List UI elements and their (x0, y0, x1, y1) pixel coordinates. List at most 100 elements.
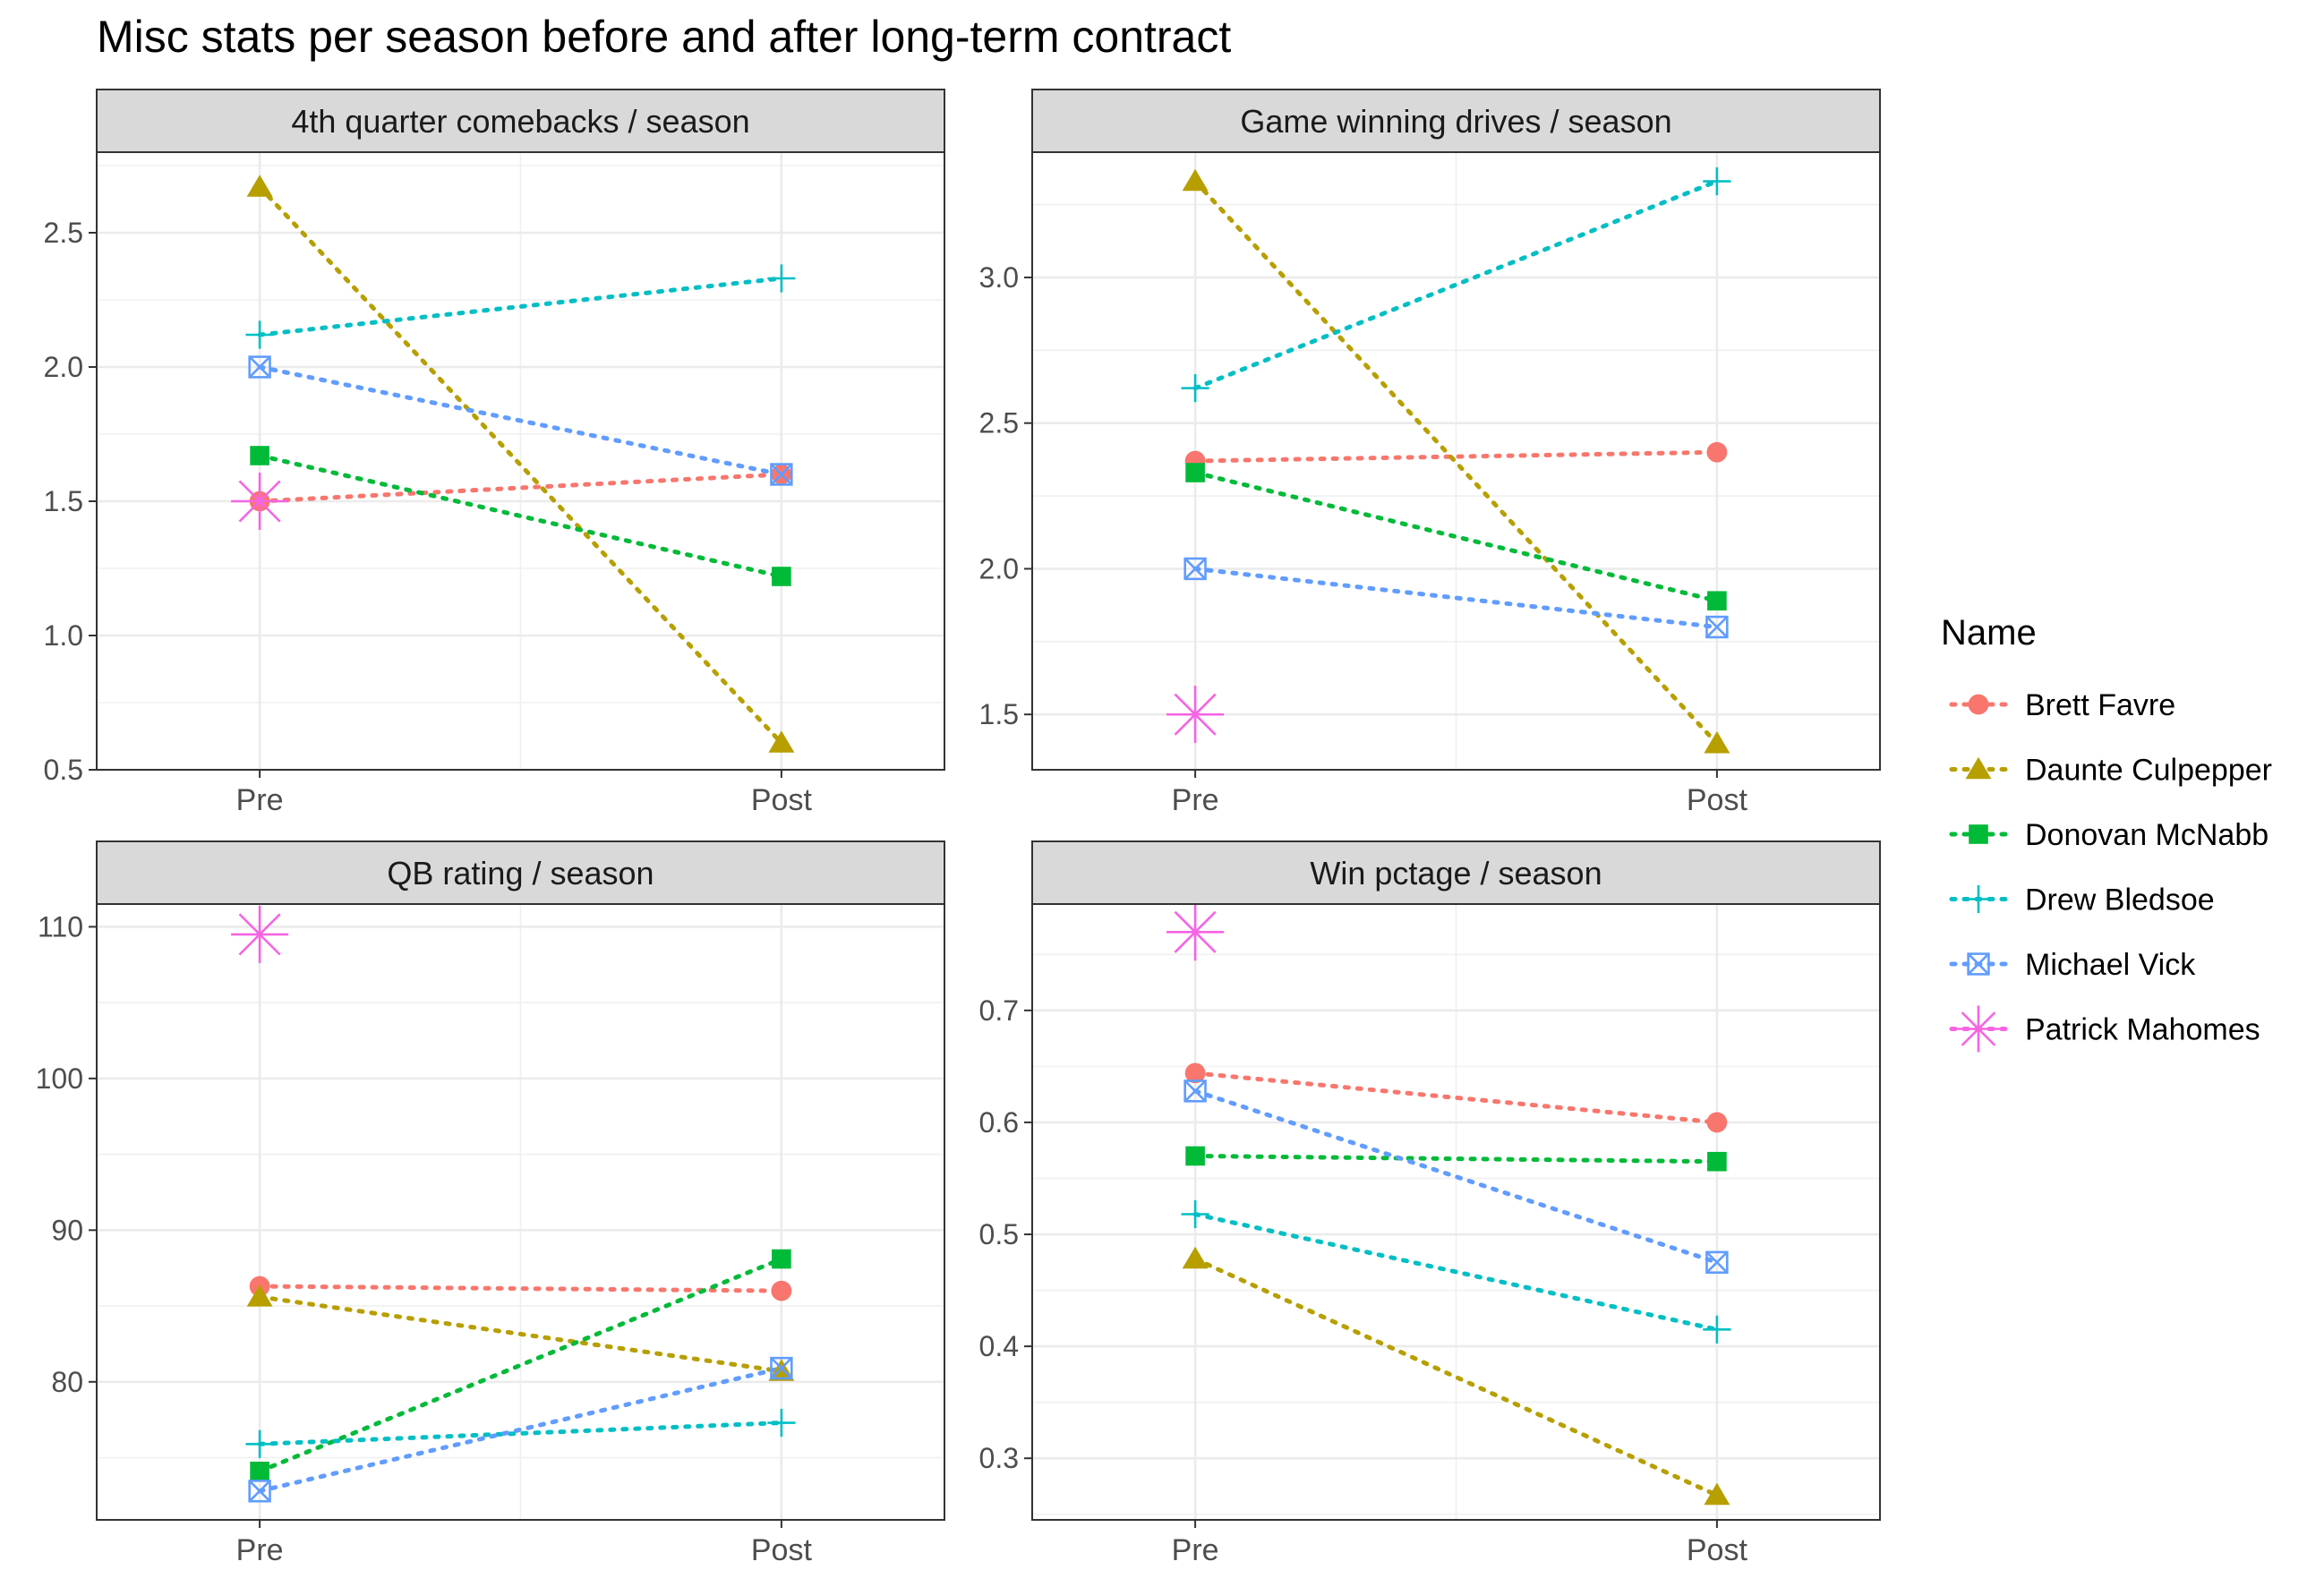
series-line-donovan-mcnabb (257, 1257, 784, 1474)
data-point-daunte-culpepper (1704, 730, 1730, 754)
legend-label: Patrick Mahomes (2025, 1013, 2260, 1047)
y-tick-label: 0.6 (979, 1106, 1019, 1139)
data-point-michael-vick (1183, 1079, 1207, 1103)
legend-item-brett-favre: Brett Favre (1949, 688, 2175, 722)
y-tick-label: 0.5 (44, 754, 83, 786)
facet-panel-4th-quarter-comebacks-season: 4th quarter comebacks / season 0.5 1.0 1.5 2… (44, 89, 945, 817)
y-tick-label: 2.5 (44, 217, 83, 249)
data-point-donovan-mcnabb (772, 567, 791, 586)
legend-key-asterisk-icon (1955, 1005, 2002, 1053)
data-point-michael-vick (248, 1480, 271, 1503)
data-point-drew-bledsoe (1703, 1315, 1731, 1344)
legend-item-michael-vick: Michael Vick (1949, 948, 2196, 982)
series-line-brett-favre (257, 1284, 784, 1293)
data-point-patrick-mahomes (1166, 903, 1225, 961)
data-point-daunte-culpepper (246, 1284, 273, 1307)
legend-key-triangle-icon (1965, 756, 1992, 780)
series-line-brett-favre (1192, 449, 1720, 464)
data-point-daunte-culpepper (768, 730, 795, 753)
y-tick-label: 0.7 (979, 994, 1019, 1027)
x-tick-label: Post (1687, 783, 1748, 817)
facet-strip-label: 4th quarter comebacks / season (291, 103, 749, 140)
y-tick-label: 80 (51, 1366, 83, 1398)
x-tick-label: Pre (236, 1533, 284, 1567)
x-tick-label: Pre (1172, 783, 1219, 817)
y-tick-label: 0.3 (979, 1442, 1019, 1474)
data-point-daunte-culpepper (246, 175, 273, 197)
series-line-michael-vick (257, 1366, 784, 1494)
y-tick-label: 90 (51, 1214, 83, 1246)
data-point-daunte-culpepper (1704, 1482, 1730, 1506)
series-line-michael-vick (257, 364, 784, 477)
legend-label: Daunte Culpepper (2025, 754, 2272, 788)
legend-item-donovan-mcnabb: Donovan McNabb (1949, 818, 2268, 852)
series-line-donovan-mcnabb (1192, 470, 1720, 603)
series-line-brett-favre (257, 472, 784, 504)
panel-border (96, 903, 945, 1521)
facet-panel-qb-rating-season: QB rating / season 80 90 100 110 Pre Post (36, 840, 945, 1567)
data-point-brett-favre (1184, 1062, 1206, 1084)
series-line-daunte-culpepper (1192, 1257, 1720, 1497)
panel-border (1031, 151, 1881, 771)
x-tick-label: Post (1687, 1533, 1748, 1567)
data-point-patrick-mahomes (231, 905, 289, 963)
data-point-donovan-mcnabb (250, 446, 269, 465)
data-point-michael-vick (248, 355, 271, 379)
legend-label: Michael Vick (2025, 948, 2196, 982)
data-point-daunte-culpepper (1182, 1246, 1209, 1269)
y-tick-label: 2.0 (44, 351, 83, 383)
y-tick-label: 0.4 (979, 1330, 1019, 1362)
series-line-drew-bledsoe (1192, 1212, 1720, 1332)
data-point-donovan-mcnabb (1185, 463, 1205, 482)
legend-label: Donovan McNabb (2025, 818, 2268, 852)
series-line-daunte-culpepper (257, 184, 784, 746)
data-point-donovan-mcnabb (772, 1249, 791, 1269)
data-point-patrick-mahomes (231, 473, 289, 530)
y-tick-label: 2.5 (979, 407, 1019, 439)
data-point-michael-vick (770, 463, 793, 486)
data-point-drew-bledsoe (245, 320, 274, 349)
data-point-donovan-mcnabb (1185, 1146, 1205, 1166)
series-line-drew-bledsoe (257, 276, 784, 337)
data-point-michael-vick (1705, 1250, 1729, 1274)
facet-strip-label: Game winning drives / season (1240, 103, 1671, 140)
data-point-drew-bledsoe (767, 264, 796, 293)
series-line-drew-bledsoe (1192, 179, 1720, 391)
legend-key-circle-icon (1968, 694, 1989, 715)
y-tick-label: 1.0 (44, 619, 83, 652)
series-line-daunte-culpepper (257, 1294, 784, 1374)
data-point-drew-bledsoe (1703, 166, 1731, 196)
legend-key-square-cross-icon (1967, 952, 1990, 976)
y-tick-label: 3.0 (979, 261, 1019, 294)
facet-panel-win-pctage-season: Win pctage / season 0.3 0.4 0.5 0.6 0.7 Pre Pos… (979, 840, 1881, 1567)
panel-border (96, 151, 945, 771)
data-point-brett-favre (1706, 1112, 1728, 1133)
legend-key-square-icon (1969, 824, 1988, 844)
series-line-donovan-mcnabb (1192, 1153, 1720, 1165)
y-tick-label: 1.5 (979, 698, 1019, 730)
data-point-michael-vick (1183, 557, 1207, 581)
x-tick-label: Post (751, 783, 813, 817)
y-tick-label: 110 (38, 910, 83, 943)
facet-strip (1031, 89, 1881, 153)
series-line-drew-bledsoe (257, 1421, 784, 1446)
data-point-drew-bledsoe (1181, 1199, 1209, 1229)
chart-title: Misc stats per season before and after l… (97, 12, 1231, 62)
legend-title: Name (1941, 613, 2037, 653)
series-line-daunte-culpepper (1192, 179, 1720, 747)
legend-item-drew-bledsoe: Drew Bledsoe (1949, 883, 2215, 917)
legend-label: Drew Bledsoe (2025, 883, 2215, 917)
data-point-brett-favre (1706, 441, 1728, 463)
facet-strip-label: Win pctage / season (1310, 855, 1602, 892)
series-line-michael-vick (1192, 1088, 1720, 1265)
y-tick-label: 100 (36, 1062, 83, 1095)
data-point-patrick-mahomes (1166, 686, 1225, 744)
legend-label: Brett Favre (2025, 688, 2175, 722)
facet-strip (96, 89, 945, 153)
y-tick-label: 2.0 (979, 552, 1019, 584)
y-tick-label: 1.5 (44, 485, 83, 517)
series-line-donovan-mcnabb (257, 453, 784, 579)
panel-border (1031, 903, 1881, 1521)
